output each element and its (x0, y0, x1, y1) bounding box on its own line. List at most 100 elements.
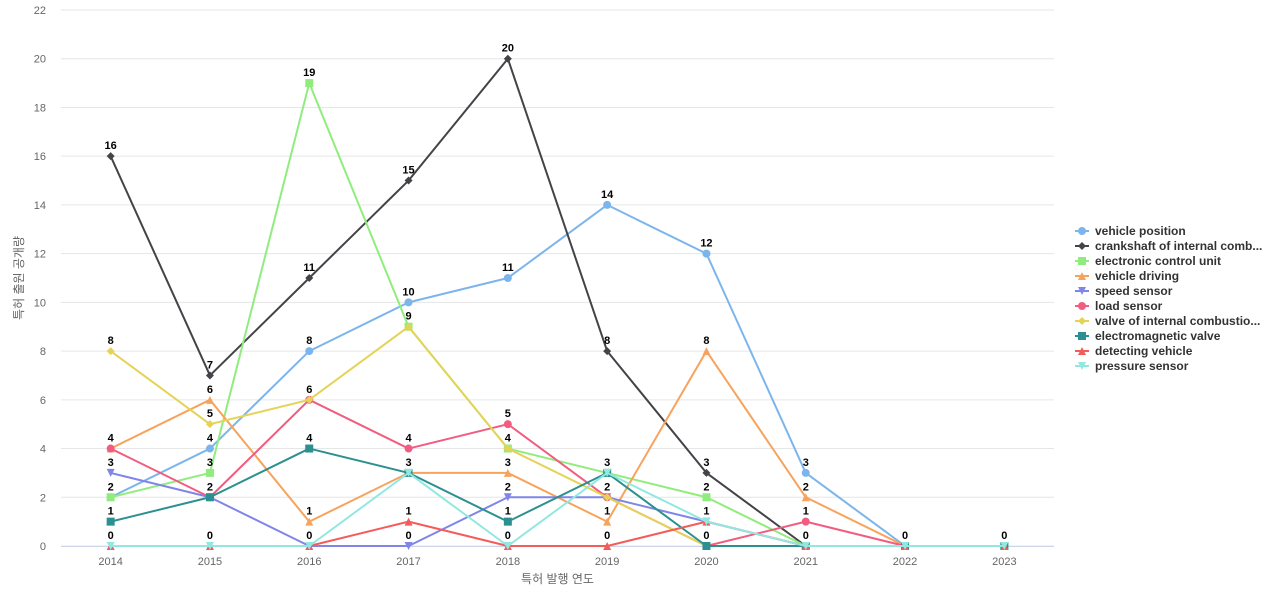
data-point[interactable] (702, 347, 711, 356)
data-point[interactable] (702, 249, 711, 258)
legend-item[interactable]: pressure sensor (1075, 359, 1189, 373)
data-point[interactable] (603, 347, 612, 356)
data-point[interactable] (503, 54, 512, 63)
series-line[interactable] (110, 325, 1005, 547)
data-point[interactable] (503, 420, 512, 429)
data-point[interactable] (404, 444, 413, 453)
data-point[interactable] (702, 517, 711, 526)
data-label: 0 (108, 530, 114, 542)
y-tick-label: 18 (34, 102, 46, 114)
data-point[interactable] (205, 493, 214, 502)
legend-item[interactable]: load sensor (1075, 299, 1163, 313)
data-point[interactable] (404, 517, 413, 526)
data-point[interactable] (503, 542, 512, 550)
data-point[interactable] (503, 274, 512, 282)
data-label: 0 (306, 530, 312, 542)
series-line[interactable] (110, 203, 1005, 547)
series-2 (106, 79, 1009, 550)
data-point[interactable] (404, 322, 413, 331)
data-point[interactable] (305, 542, 314, 550)
data-point[interactable] (603, 200, 612, 209)
legend-symbol[interactable] (1078, 287, 1086, 295)
data-point[interactable] (106, 444, 115, 453)
legend-item[interactable]: speed sensor (1075, 284, 1173, 298)
data-point[interactable] (305, 444, 314, 453)
data-point[interactable] (801, 517, 810, 526)
data-point[interactable] (404, 542, 413, 550)
data-point[interactable] (305, 79, 314, 88)
x-tick-label: 2016 (297, 556, 321, 568)
legend-symbol[interactable] (1078, 302, 1086, 310)
data-point[interactable] (106, 542, 115, 550)
legend-symbol[interactable] (1078, 347, 1086, 355)
legend-symbol[interactable] (1078, 257, 1086, 265)
data-point[interactable] (603, 468, 612, 477)
data-point[interactable] (205, 468, 214, 477)
data-point[interactable] (305, 274, 314, 282)
legend-item[interactable]: electromagnetic valve (1075, 329, 1221, 343)
data-point[interactable] (1000, 542, 1009, 550)
data-point[interactable] (404, 176, 413, 185)
data-point[interactable] (503, 517, 512, 526)
data-point[interactable] (503, 444, 512, 453)
data-point[interactable] (603, 493, 612, 502)
data-point[interactable] (305, 395, 314, 404)
data-label: 0 (505, 530, 511, 542)
series-line[interactable] (110, 82, 1005, 547)
data-point[interactable] (205, 542, 214, 550)
data-label: 5 (505, 408, 511, 420)
data-point[interactable] (205, 395, 214, 404)
legend-item[interactable]: detecting vehicle (1075, 344, 1193, 358)
series-line[interactable] (110, 520, 1005, 547)
x-tick-label: 2017 (396, 556, 420, 568)
data-point[interactable] (106, 468, 115, 477)
data-label: 14 (601, 189, 614, 201)
data-point[interactable] (603, 517, 612, 526)
series-line[interactable] (110, 471, 1005, 547)
data-label: 1 (306, 506, 312, 518)
data-point[interactable] (702, 542, 711, 550)
legend-item[interactable]: electronic control unit (1075, 254, 1221, 268)
legend-symbol[interactable] (1078, 242, 1086, 250)
data-point[interactable] (801, 542, 810, 550)
data-point[interactable] (106, 517, 115, 526)
data-point[interactable] (205, 444, 214, 453)
legend-symbol[interactable] (1078, 272, 1086, 280)
data-point[interactable] (205, 371, 214, 380)
x-tick-label: 2019 (595, 556, 619, 568)
data-point[interactable] (702, 468, 711, 477)
data-point[interactable] (702, 493, 711, 502)
data-point[interactable] (801, 493, 810, 502)
data-point[interactable] (404, 468, 413, 477)
legend-symbol[interactable] (1078, 227, 1086, 235)
data-label: 16 (105, 140, 117, 152)
series-line[interactable] (110, 398, 1005, 547)
legend-item[interactable]: vehicle driving (1075, 269, 1179, 283)
data-point[interactable] (503, 493, 512, 502)
y-tick-label: 16 (34, 151, 46, 163)
data-point[interactable] (205, 420, 214, 429)
data-point[interactable] (305, 517, 314, 526)
data-point[interactable] (503, 468, 512, 477)
data-label: 11 (303, 262, 315, 274)
data-point[interactable] (801, 468, 810, 477)
data-label: 8 (604, 335, 610, 347)
data-point[interactable] (404, 298, 413, 307)
legend-symbol[interactable] (1078, 362, 1086, 370)
data-point[interactable] (106, 152, 115, 161)
data-point[interactable] (901, 542, 910, 550)
legend-symbol[interactable] (1078, 317, 1086, 325)
data-label: 2 (108, 481, 114, 493)
legend-symbol[interactable] (1078, 332, 1086, 340)
data-point[interactable] (106, 347, 115, 356)
legend-item[interactable]: valve of internal combustio... (1075, 314, 1260, 328)
legend-label: speed sensor (1095, 284, 1173, 298)
legend-item[interactable]: vehicle position (1075, 224, 1186, 238)
legend-label: valve of internal combustio... (1095, 314, 1260, 328)
data-point[interactable] (305, 347, 314, 356)
legend-item[interactable]: crankshaft of internal comb... (1075, 239, 1262, 253)
data-point[interactable] (603, 542, 612, 550)
data-point[interactable] (106, 493, 115, 502)
